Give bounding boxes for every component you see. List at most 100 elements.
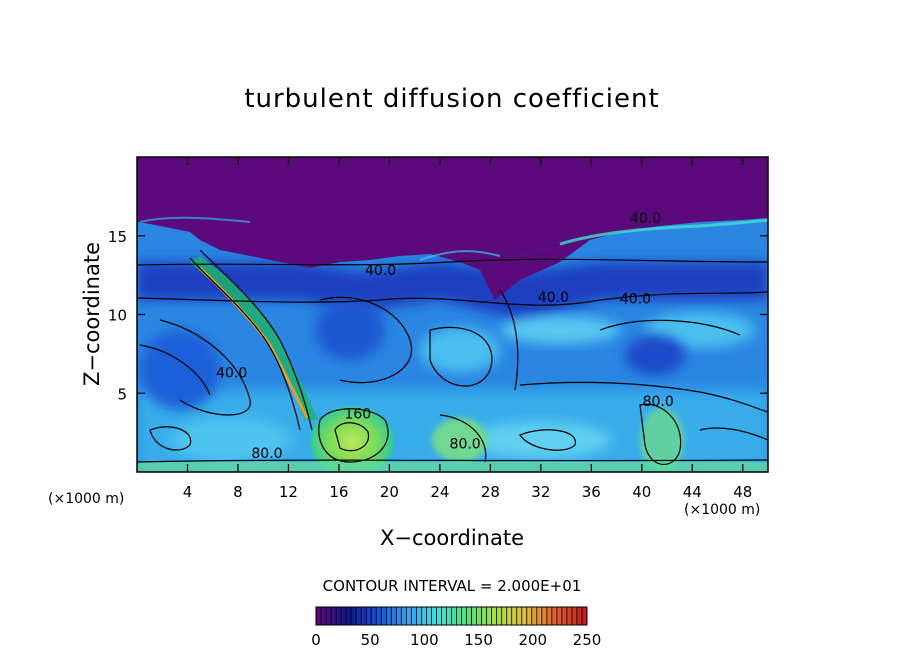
contour-labels: 40.0 40.0 40.0 40.0 40.0 80.0 80.0 80.0 160 — [216, 211, 674, 462]
x-tick-label: 12 — [279, 483, 298, 501]
colorbar-segment — [336, 607, 342, 625]
x-tick-label: 4 — [183, 483, 193, 501]
colorbar-tick-label: 250 — [573, 631, 602, 649]
colorbar-segment — [511, 607, 518, 625]
contour-label: 160 — [344, 406, 371, 422]
colorbar-tick-label: 50 — [361, 631, 380, 649]
x-tick-label: 20 — [380, 483, 399, 501]
colorbar-segment — [526, 607, 533, 625]
x-tick-label: 48 — [733, 483, 752, 501]
colorbar-segment — [431, 607, 437, 625]
colorbar-segment — [341, 607, 347, 625]
colorbar-segment — [326, 607, 332, 625]
contour-label: 80.0 — [450, 436, 481, 452]
x-tick-label: 40 — [632, 483, 651, 501]
colorbar-segment — [331, 607, 337, 625]
colorbar-segment — [451, 607, 458, 625]
field-swirl-2 — [500, 316, 620, 344]
z-tick-label: 10 — [108, 307, 127, 325]
colorbar-segment — [376, 607, 382, 625]
colorbar-segment — [461, 607, 468, 625]
contour-label: 40.0 — [365, 263, 396, 279]
colorbar-segment — [481, 607, 488, 625]
field-green-blob — [310, 406, 394, 472]
field-streak-1 — [559, 218, 768, 246]
colorbar-segment — [316, 607, 322, 625]
contour-lines — [137, 249, 768, 465]
colorbar-segment — [521, 607, 528, 625]
x-tick-label: 8 — [233, 483, 243, 501]
contour-interval-label: CONTOUR INTERVAL = 2.000E+01 — [322, 577, 582, 595]
colorbar-tick-labels: 0 50 100 150 200 250 — [311, 631, 601, 649]
colorbar-segment — [571, 607, 578, 625]
colorbar-segment — [496, 607, 503, 625]
colorbar-segment — [366, 607, 372, 625]
contour-label: 40.0 — [216, 366, 247, 382]
x-tick-label: 16 — [329, 483, 348, 501]
x-axis-ticks: 4 8 12 16 20 24 28 32 36 40 44 48 — [183, 157, 752, 501]
x-tick-label: 24 — [430, 483, 449, 501]
x-unit-label-right: (×1000 m) — [684, 502, 761, 518]
colorbar-segment — [356, 607, 362, 625]
colorbar-segment — [446, 607, 452, 625]
x-tick-label: 44 — [683, 483, 702, 501]
contour-label: 80.0 — [251, 446, 282, 462]
colorbar-tick-label: 100 — [410, 631, 439, 649]
x-unit-label-left: (×1000 m) — [48, 491, 125, 507]
colorbar-segment — [441, 607, 447, 625]
colorbar-segment — [421, 607, 427, 625]
contour-label: 40.0 — [538, 290, 569, 306]
colorbar-segment — [536, 607, 543, 625]
colorbar-segment — [381, 607, 387, 625]
contour-label: 40.0 — [620, 291, 651, 307]
colorbar-segment — [566, 607, 573, 625]
colorbar-segment — [546, 607, 553, 625]
colorbar-tick-label: 200 — [518, 631, 547, 649]
colorbar-segment — [551, 607, 558, 625]
colorbar-segment — [581, 607, 588, 625]
colorbar-segment — [361, 607, 367, 625]
z-axis-ticks: 5 10 15 — [108, 228, 768, 403]
contour-label: 80.0 — [643, 394, 674, 410]
field-surface-layer — [137, 462, 768, 472]
heatmap-field — [137, 157, 768, 472]
colorbar-segment — [346, 607, 352, 625]
colorbar-segment — [321, 607, 327, 625]
colorbar-segment — [371, 607, 377, 625]
colorbar-segment — [486, 607, 493, 625]
colorbar-frame — [315, 606, 588, 626]
colorbar-segment — [531, 607, 538, 625]
colorbar-segment — [516, 607, 523, 625]
colorbar-segment — [406, 607, 412, 625]
field-swirl-1 — [420, 328, 500, 372]
x-tick-label: 28 — [481, 483, 500, 501]
colorbar — [315, 606, 588, 626]
colorbar-segment — [476, 607, 483, 625]
chart-title: turbulent diffusion coefficient — [244, 84, 660, 114]
colorbar-segment — [426, 607, 432, 625]
z-tick-label: 5 — [117, 385, 127, 403]
z-tick-label: 15 — [108, 228, 127, 246]
field-streak-3 — [139, 216, 251, 223]
colorbar-segment — [391, 607, 397, 625]
colorbar-tick-label: 0 — [311, 631, 321, 649]
field-streak-2 — [419, 250, 501, 261]
field-upper-tongue — [480, 240, 590, 300]
x-axis-label: X−coordinate — [380, 526, 524, 550]
colorbar-segment — [491, 607, 498, 625]
field-dark-swirl-mid — [315, 300, 385, 360]
colorbar-segment — [416, 607, 422, 625]
colorbar-segment — [556, 607, 563, 625]
field-dark-band — [137, 262, 768, 320]
y-axis-label: Z−coordinate — [80, 242, 104, 386]
colorbar-segment — [506, 607, 513, 625]
colorbar-segment — [561, 607, 568, 625]
colorbar-segment — [576, 607, 583, 625]
colorbar-segment — [396, 607, 402, 625]
field-dark-swirl-right — [625, 335, 685, 375]
colorbar-segment — [351, 607, 357, 625]
colorbar-segment — [386, 607, 392, 625]
colorbar-segment — [501, 607, 508, 625]
colorbar-segment — [456, 607, 463, 625]
